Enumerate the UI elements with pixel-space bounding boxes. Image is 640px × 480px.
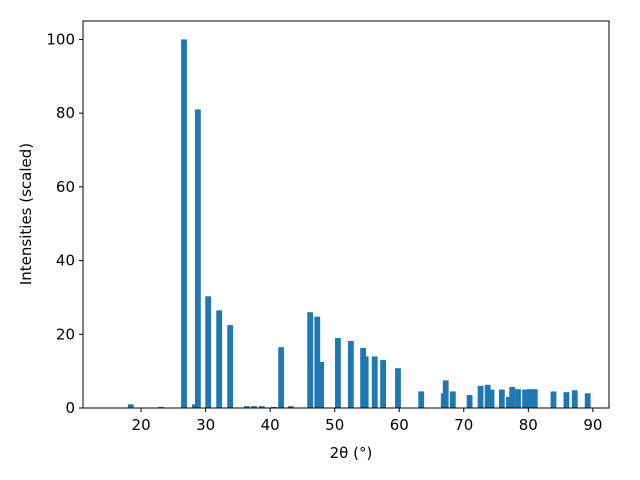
x-tick-label: 30 [196, 416, 215, 434]
bar [362, 356, 369, 408]
bar [418, 391, 425, 408]
bar [550, 391, 557, 408]
bar [563, 392, 570, 408]
axes-frame [82, 20, 610, 409]
bar [271, 406, 277, 408]
x-tick-label: 60 [390, 416, 409, 434]
bar [526, 389, 533, 408]
bar [205, 296, 212, 408]
bar [158, 406, 164, 408]
bar [484, 384, 491, 408]
bar [287, 406, 294, 408]
bar [181, 39, 187, 409]
y-tick-label: 40 [56, 252, 75, 270]
bar [515, 389, 521, 408]
bar [498, 389, 505, 408]
y-tick-label: 20 [56, 325, 75, 343]
x-tick-label: 20 [132, 416, 151, 434]
bar [307, 312, 314, 408]
x-tick-label: 80 [519, 416, 538, 434]
bar [227, 325, 234, 408]
y-tick-label: 80 [56, 104, 75, 122]
bar [477, 385, 484, 408]
bar [531, 389, 538, 408]
x-tick-label: 70 [454, 416, 473, 434]
bar [371, 356, 378, 408]
y-tick-label: 100 [46, 30, 75, 48]
bar [522, 389, 529, 408]
bar [314, 316, 321, 408]
bar [278, 347, 285, 408]
bar [318, 361, 325, 408]
bar [466, 395, 473, 408]
bar [216, 310, 223, 408]
y-axis-label: Intensities (scaled) [17, 143, 35, 285]
bar [509, 386, 516, 408]
x-tick-label: 40 [261, 416, 280, 434]
bar [335, 337, 341, 408]
x-tick-label: 90 [583, 416, 602, 434]
bar [506, 396, 512, 408]
bar [380, 360, 387, 408]
bar [584, 393, 591, 408]
y-tick-label: 60 [56, 178, 75, 196]
x-axis-label: 2θ (°) [330, 444, 373, 462]
bar [571, 390, 578, 408]
bar [194, 109, 201, 408]
bar [244, 406, 250, 408]
x-tick-label: 50 [325, 416, 344, 434]
bar [127, 404, 134, 408]
bar [488, 389, 495, 408]
bar [258, 406, 265, 408]
bar [395, 368, 401, 408]
y-tick-label: 0 [65, 399, 75, 417]
bar [251, 406, 257, 408]
bar [347, 340, 354, 408]
bar [449, 391, 456, 408]
bar [442, 380, 449, 408]
